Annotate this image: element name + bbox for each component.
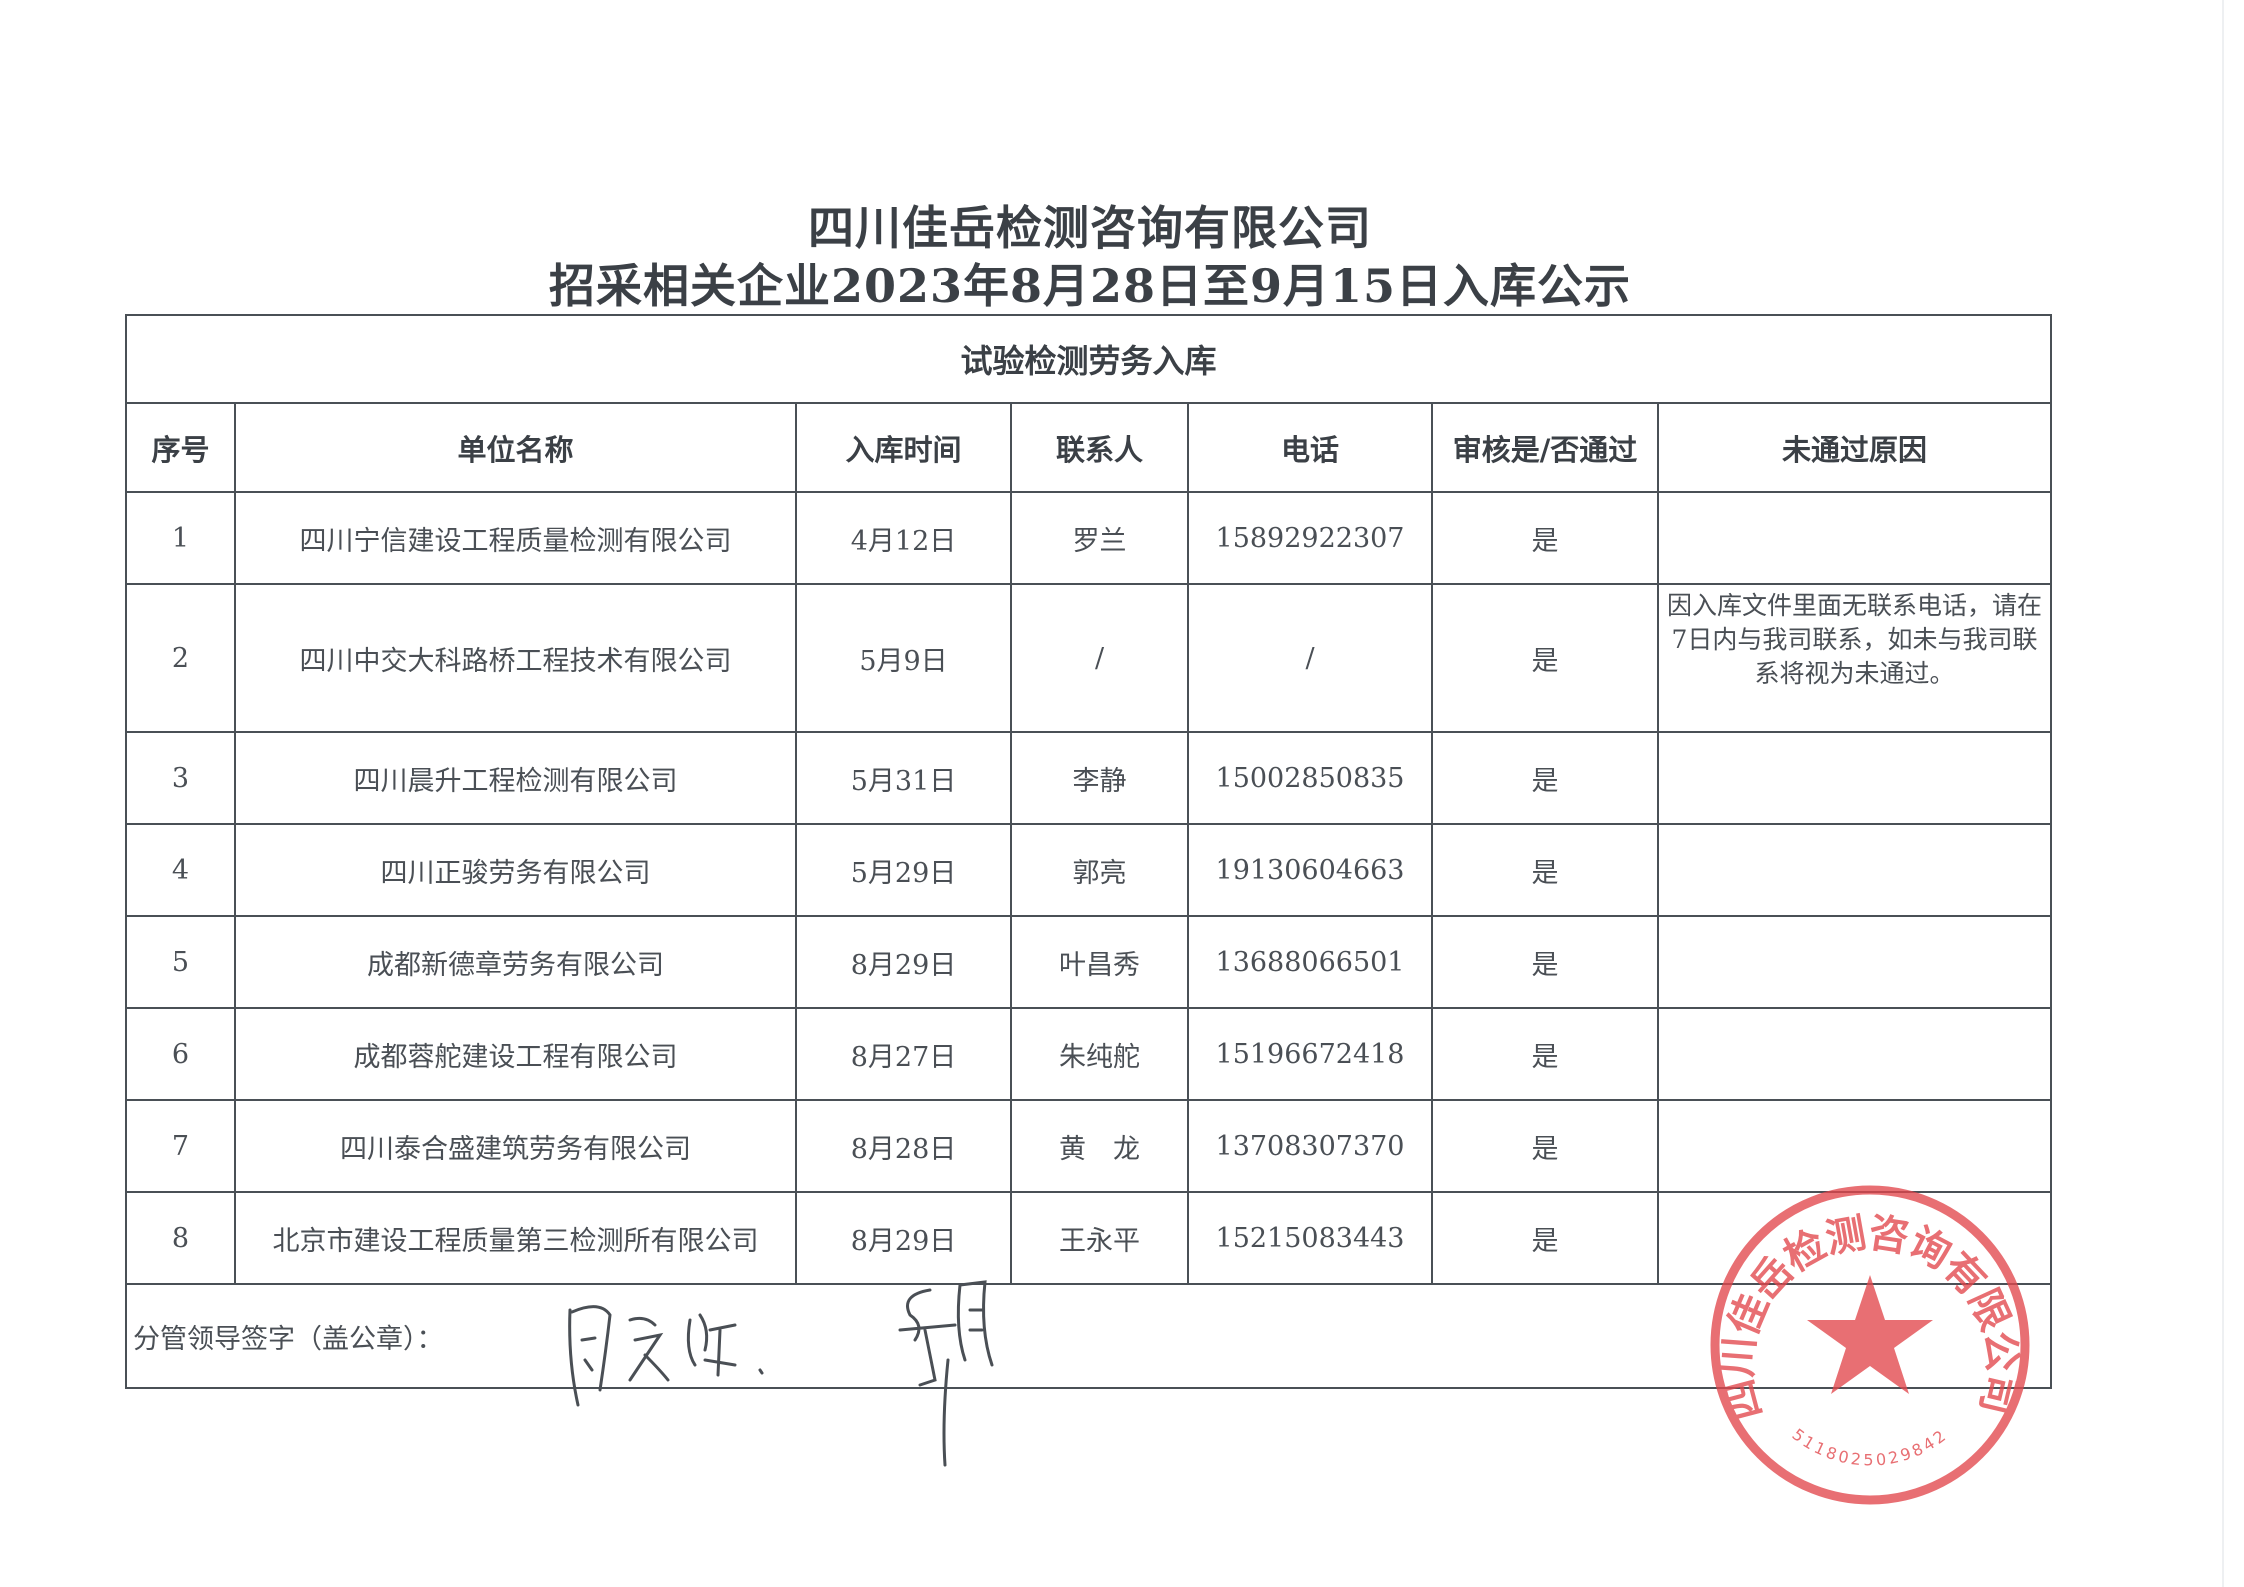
approval-status: 是 (1431, 1191, 1659, 1285)
company-name: 成都新德章劳务有限公司 (234, 915, 797, 1009)
row-number: 8 (125, 1191, 236, 1285)
entry-date: 5月9日 (795, 583, 1012, 733)
column-header: 序号 (125, 402, 236, 493)
approval-status: 是 (1431, 823, 1659, 917)
phone-number: 15892922307 (1187, 491, 1433, 585)
column-header: 入库时间 (795, 402, 1012, 493)
approval-status: 是 (1431, 1099, 1659, 1193)
phone-number: 15215083443 (1187, 1191, 1433, 1285)
table-row: 4 四川正骏劳务有限公司 5月29日 郭亮 19130604663 是 (125, 823, 2052, 917)
company-name: 四川宁信建设工程质量检测有限公司 (234, 491, 797, 585)
entry-date: 8月29日 (795, 1191, 1012, 1285)
table-row: 1 四川宁信建设工程质量检测有限公司 4月12日 罗兰 15892922307 是 (125, 491, 2052, 585)
company-name: 四川中交大科路桥工程技术有限公司 (234, 583, 797, 733)
column-header: 审核是/否通过 (1431, 402, 1659, 493)
row-number: 7 (125, 1099, 236, 1193)
contact-person: 郭亮 (1010, 823, 1189, 917)
table-header-row: 序号 单位名称 入库时间 联系人 电话 审核是/否通过 未通过原因 (125, 402, 2052, 493)
table-row: 6 成都蓉舵建设工程有限公司 8月27日 朱纯舵 15196672418 是 (125, 1007, 2052, 1101)
contact-person: 黄 龙 (1010, 1099, 1189, 1193)
phone-number: 15002850835 (1187, 731, 1433, 825)
document-title: 四川佳岳检测咨询有限公司 (808, 201, 1372, 255)
contact-person: 罗兰 (1010, 491, 1189, 585)
table-row: 3 四川晨升工程检测有限公司 5月31日 李静 15002850835 是 (125, 731, 2052, 825)
approval-status: 是 (1431, 915, 1659, 1009)
document-subtitle: 招采相关企业2023年8月28日至9月15日入库公示 (548, 259, 1632, 313)
signature-label: 分管领导签字（盖公章）： (125, 1283, 2052, 1389)
row-number: 4 (125, 823, 236, 917)
rejection-reason (1657, 1099, 2052, 1193)
company-name: 四川正骏劳务有限公司 (234, 823, 797, 917)
company-name: 四川泰合盛建筑劳务有限公司 (234, 1099, 797, 1193)
registry-table: 试验检测劳务入库 序号 单位名称 入库时间 联系人 电话 审核是/否通过 未通过… (125, 314, 2052, 1389)
entry-date: 8月28日 (795, 1099, 1012, 1193)
phone-number: 15196672418 (1187, 1007, 1433, 1101)
approval-status: 是 (1431, 583, 1659, 733)
company-name: 成都蓉舵建设工程有限公司 (234, 1007, 797, 1101)
approval-status: 是 (1431, 731, 1659, 825)
column-header: 联系人 (1010, 402, 1189, 493)
contact-person: 朱纯舵 (1010, 1007, 1189, 1101)
column-header: 电话 (1187, 402, 1433, 493)
table-row: 5 成都新德章劳务有限公司 8月29日 叶昌秀 13688066501 是 (125, 915, 2052, 1009)
approval-status: 是 (1431, 1007, 1659, 1101)
table-row: 2 四川中交大科路桥工程技术有限公司 5月9日 / / 是因入库文件里面无联系电话，请在7… (125, 583, 2052, 733)
rejection-reason (1657, 1191, 2052, 1285)
phone-number: / (1187, 583, 1433, 733)
table-row: 7 四川泰合盛建筑劳务有限公司 8月28日黄 龙 13708307370 是 (125, 1099, 2052, 1193)
row-number: 1 (125, 491, 236, 585)
company-name: 四川晨升工程检测有限公司 (234, 731, 797, 825)
rejection-reason: 因入库文件里面无联系电话，请在7日内与我司联系，如未与我司联系将视为未通过。 (1657, 583, 2052, 733)
phone-number: 13688066501 (1187, 915, 1433, 1009)
contact-person: 李静 (1010, 731, 1189, 825)
rejection-reason (1657, 491, 2052, 585)
section-title: 试验检测劳务入库 (125, 314, 2052, 404)
svg-text:5118025029842: 5118025029842 (1789, 1425, 1952, 1470)
rejection-reason (1657, 915, 2052, 1009)
phone-number: 19130604663 (1187, 823, 1433, 917)
row-number: 3 (125, 731, 236, 825)
entry-date: 5月31日 (795, 731, 1012, 825)
approval-status: 是 (1431, 491, 1659, 585)
entry-date: 8月29日 (795, 915, 1012, 1009)
rejection-reason (1657, 1007, 2052, 1101)
contact-person: / (1010, 583, 1189, 733)
contact-person: 叶昌秀 (1010, 915, 1189, 1009)
column-header: 单位名称 (234, 402, 797, 493)
column-header: 未通过原因 (1657, 402, 2052, 493)
entry-date: 8月27日 (795, 1007, 1012, 1101)
rejection-reason (1657, 731, 2052, 825)
entry-date: 4月12日 (795, 491, 1012, 585)
row-number: 5 (125, 915, 236, 1009)
phone-number: 13708307370 (1187, 1099, 1433, 1193)
scan-edge (2222, 0, 2224, 1587)
rejection-reason (1657, 823, 2052, 917)
row-number: 6 (125, 1007, 236, 1101)
company-name: 北京市建设工程质量第三检测所有限公司 (234, 1191, 797, 1285)
contact-person: 王永平 (1010, 1191, 1189, 1285)
table-row: 8 北京市建设工程质量第三检测所有限公司 8月29日 王永平 15215083443 是 (125, 1191, 2052, 1285)
row-number: 2 (125, 583, 236, 733)
entry-date: 5月29日 (795, 823, 1012, 917)
